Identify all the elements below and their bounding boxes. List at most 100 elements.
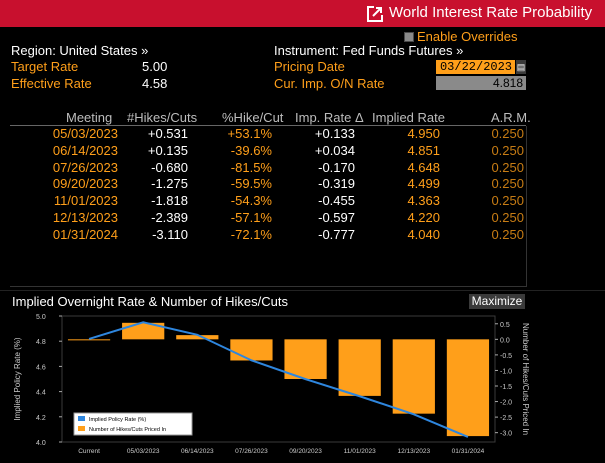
- header-arm[interactable]: A.R.M.: [491, 110, 531, 125]
- imp-rate-delta-value: -0.319: [318, 176, 355, 192]
- effective-rate-value: 4.58: [142, 76, 168, 91]
- table-row[interactable]: 09/20/2023 -1.275 -59.5% -0.319 4.499 0.250: [10, 176, 526, 192]
- pricing-date-input[interactable]: 03/22/2023: [436, 60, 515, 74]
- implied-rate-line: [88, 321, 469, 438]
- pct-hike-cut-value: +53.1%: [227, 126, 272, 141]
- imp-rate-delta-value: -0.170: [318, 159, 355, 175]
- x-axis-tick-label: 09/20/2023: [289, 448, 322, 455]
- right-axis-tick-label: -2.5: [500, 415, 512, 422]
- hikes-cuts-bar: [392, 339, 435, 414]
- meeting-date: 12/13/2023: [52, 210, 118, 225]
- region-selector[interactable]: Region: United States »: [11, 43, 149, 58]
- left-axis-tick-label: 4.4: [36, 390, 46, 397]
- right-axis-tick-label: -1.5: [500, 384, 512, 391]
- implied-rate-value: 4.040: [407, 226, 440, 242]
- arm-value: 0.250: [491, 126, 524, 141]
- hikes-cuts-bar: [176, 335, 219, 340]
- table-frame: [10, 126, 527, 287]
- hikes-cuts-bar: [122, 322, 165, 340]
- right-axis-tick-label: 0.5: [500, 322, 510, 329]
- x-axis-tick-label: 05/03/2023: [127, 448, 160, 455]
- imp-rate-delta-value: -0.777: [318, 226, 355, 242]
- meeting-date: 01/31/2024: [52, 226, 118, 242]
- arm-value: 0.250: [491, 159, 524, 175]
- table-row[interactable]: 12/13/2023 -2.389 -57.1% -0.597 4.220 0.250: [10, 210, 526, 226]
- left-axis-title: Implied Policy Rate (%): [13, 337, 22, 420]
- hikes-cuts-bar: [230, 339, 273, 361]
- implied-rate-value: 4.220: [407, 210, 440, 225]
- effective-rate-label: Effective Rate: [11, 76, 92, 91]
- right-axis-tick-label: -1.0: [500, 368, 512, 375]
- maximize-button[interactable]: Maximize: [469, 294, 525, 309]
- plot-area: [61, 315, 496, 443]
- hikes-cuts-value: -3.110: [152, 226, 188, 242]
- implied-rate-value: 4.363: [407, 193, 440, 209]
- arm-value: 0.250: [491, 210, 524, 225]
- target-rate-label: Target Rate: [11, 59, 79, 74]
- header-imp-rate-delta[interactable]: Imp. Rate Δ: [295, 110, 364, 125]
- section-divider: [0, 290, 605, 291]
- hikes-cuts-value: +0.531: [147, 126, 188, 141]
- hikes-cuts-value: -2.389: [151, 210, 188, 225]
- enable-overrides-label[interactable]: Enable Overrides: [417, 29, 518, 44]
- chart-title: Implied Overnight Rate & Number of Hikes…: [12, 294, 288, 309]
- x-axis-tick-label: 12/13/2023: [398, 448, 431, 455]
- implied-rate-value: 4.851: [407, 142, 440, 158]
- header-meeting[interactable]: Meeting: [66, 110, 113, 125]
- target-rate-value: 5.00: [142, 59, 168, 74]
- left-axis-tick-label: 4.6: [36, 364, 46, 371]
- table-row[interactable]: 01/31/2024 -3.110 -72.1% -0.777 4.040 0.250: [10, 227, 526, 243]
- hikes-cuts-bar: [338, 339, 381, 396]
- imp-rate-delta-value: -0.455: [318, 193, 355, 209]
- imp-rate-delta-value: +0.133: [314, 126, 355, 141]
- arm-value: 0.250: [491, 176, 524, 192]
- pct-hike-cut-value: -59.5%: [230, 176, 272, 192]
- hikes-cuts-bar: [284, 339, 327, 379]
- pct-hike-cut-value: -72.1%: [230, 226, 272, 242]
- meeting-date: 06/14/2023: [52, 142, 118, 158]
- enable-overrides-checkbox[interactable]: [404, 32, 414, 42]
- x-axis-tick-label: 11/01/2023: [344, 448, 376, 455]
- implied-rate-value: 4.499: [407, 176, 440, 192]
- right-axis-tick-label: 0.0: [500, 337, 510, 344]
- onr-label: Cur. Imp. O/N Rate: [274, 76, 385, 91]
- table-row[interactable]: 06/14/2023 +0.135 -39.6% +0.034 4.851 0.250: [10, 143, 526, 159]
- pct-hike-cut-value: -39.6%: [230, 142, 272, 158]
- implied-rate-value: 4.950: [407, 126, 440, 141]
- table-row[interactable]: 11/01/2023 -1.818 -54.3% -0.455 4.363 0.250: [10, 193, 526, 209]
- hikes-cuts-bar: [446, 339, 490, 437]
- meeting-date: 05/03/2023: [52, 126, 118, 141]
- hikes-cuts-value: -0.680: [151, 159, 188, 175]
- left-axis-tick-label: 4.8: [36, 339, 46, 346]
- calendar-icon[interactable]: ▤: [516, 60, 526, 74]
- legend-swatch-hikes: [78, 426, 85, 431]
- arm-value: 0.250: [491, 226, 524, 242]
- pct-hike-cut-value: -54.3%: [230, 193, 272, 209]
- table-row[interactable]: 07/26/2023 -0.680 -81.5% -0.170 4.648 0.250: [10, 160, 526, 176]
- external-link-icon[interactable]: [367, 6, 383, 22]
- onr-value: 4.818: [436, 76, 526, 90]
- legend-label-rate: Implied Policy Rate (%): [89, 417, 146, 423]
- x-axis-tick-label: 07/26/2023: [235, 448, 268, 455]
- arm-value: 0.250: [491, 193, 524, 209]
- pct-hike-cut-value: -81.5%: [230, 159, 272, 175]
- title-bar: World Interest Rate Probability: [0, 0, 605, 27]
- pricing-date-label: Pricing Date: [274, 59, 345, 74]
- left-axis-tick-label: 4.0: [36, 440, 46, 447]
- implied-rate-value: 4.648: [407, 159, 440, 175]
- header-implied-rate[interactable]: Implied Rate: [372, 110, 445, 125]
- hikes-cuts-value: -1.275: [151, 176, 188, 192]
- legend-swatch-rate: [78, 416, 85, 421]
- header-pct-hike-cut[interactable]: %Hike/Cut: [222, 110, 284, 125]
- arm-value: 0.250: [491, 142, 524, 158]
- imp-rate-delta-value: -0.597: [318, 210, 355, 225]
- left-axis-tick-label: 4.2: [36, 415, 46, 422]
- right-axis-tick-label: -0.5: [500, 353, 512, 360]
- hikes-cuts-value: +0.135: [147, 142, 188, 158]
- table-row[interactable]: 05/03/2023 +0.531 +53.1% +0.133 4.950 0.250: [10, 126, 526, 142]
- legend-box: [73, 412, 193, 436]
- instrument-selector[interactable]: Instrument: Fed Funds Futures »: [274, 43, 464, 58]
- pct-hike-cut-value: -57.1%: [230, 210, 272, 225]
- right-axis-title: Number of Hikes/Cuts Priced In: [521, 323, 530, 435]
- header-hikes-cuts[interactable]: #Hikes/Cuts: [127, 110, 198, 125]
